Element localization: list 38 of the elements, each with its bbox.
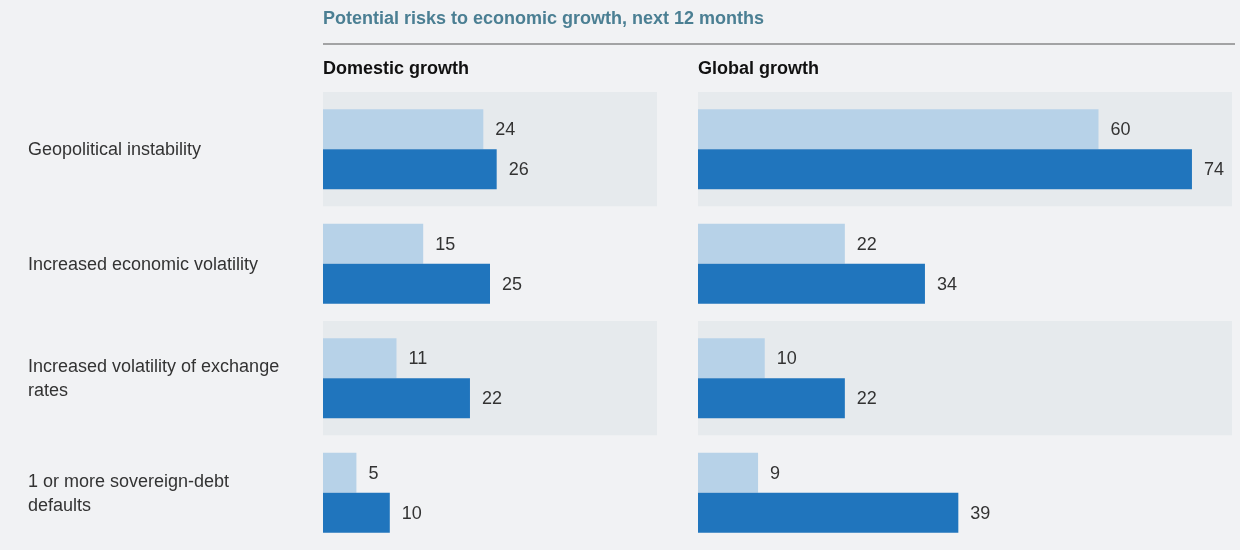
bar (323, 492, 390, 533)
bar (323, 452, 357, 493)
bar (323, 109, 484, 150)
data-label: 22 (481, 388, 502, 409)
data-label: 5 (368, 462, 379, 483)
bar (698, 338, 765, 379)
chart-subtitle: Global growth (698, 58, 819, 78)
bar (323, 149, 497, 190)
data-label: 26 (508, 159, 529, 180)
data-label: 10 (401, 502, 422, 523)
chart-subtitle: Domestic growth (323, 58, 470, 78)
data-label: 39 (970, 502, 991, 523)
data-label: 22 (856, 233, 877, 254)
bar (698, 452, 759, 493)
bar (323, 223, 424, 264)
data-label: 60 (1110, 119, 1131, 140)
data-label: 34 (936, 273, 957, 294)
data-label: 11 (408, 348, 428, 369)
data-label: 74 (1203, 159, 1224, 180)
bar (323, 378, 470, 419)
data-label: 24 (495, 119, 516, 140)
data-label: 22 (856, 388, 877, 409)
y-tick-label: 1 or more sovereign-debt defaults (28, 470, 235, 515)
bar (698, 223, 845, 264)
bar (698, 109, 1099, 150)
data-label: 15 (435, 233, 456, 254)
y-tick-label: Increased volatility of exchange rates (28, 356, 285, 401)
data-label: 25 (502, 273, 523, 294)
bar (698, 378, 845, 419)
data-label: 9 (770, 462, 781, 483)
y-tick-label: Geopolitical instability (28, 139, 202, 160)
data-label: 10 (776, 348, 797, 369)
bar (323, 263, 490, 304)
chart-title: Potential risks to economic growth, next 12 months (323, 8, 765, 28)
bar (323, 338, 397, 379)
y-tick-label: Increased economic volatility (28, 253, 259, 274)
bar (698, 263, 925, 304)
bar (698, 492, 959, 533)
